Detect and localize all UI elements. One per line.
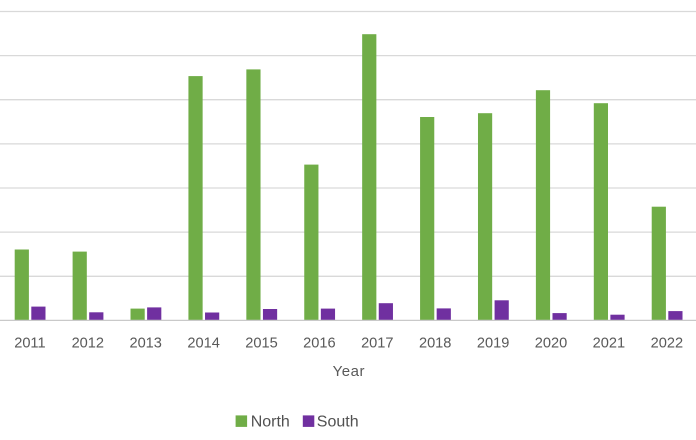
svg-text:2018: 2018 xyxy=(419,336,451,352)
svg-text:2014: 2014 xyxy=(187,336,219,352)
svg-text:Year: Year xyxy=(333,363,365,380)
svg-text:2011: 2011 xyxy=(14,336,45,352)
svg-text:2013: 2013 xyxy=(129,336,161,352)
svg-text:2020: 2020 xyxy=(535,336,567,352)
svg-text:2016: 2016 xyxy=(303,336,335,352)
svg-text:2021: 2021 xyxy=(593,336,625,352)
svg-text:2019: 2019 xyxy=(477,336,509,352)
svg-text:2017: 2017 xyxy=(361,336,393,352)
svg-text:South: South xyxy=(317,414,359,431)
svg-text:2022: 2022 xyxy=(651,336,683,352)
svg-text:North: North xyxy=(251,414,290,431)
svg-text:2012: 2012 xyxy=(72,336,104,352)
svg-text:2015: 2015 xyxy=(245,336,277,352)
